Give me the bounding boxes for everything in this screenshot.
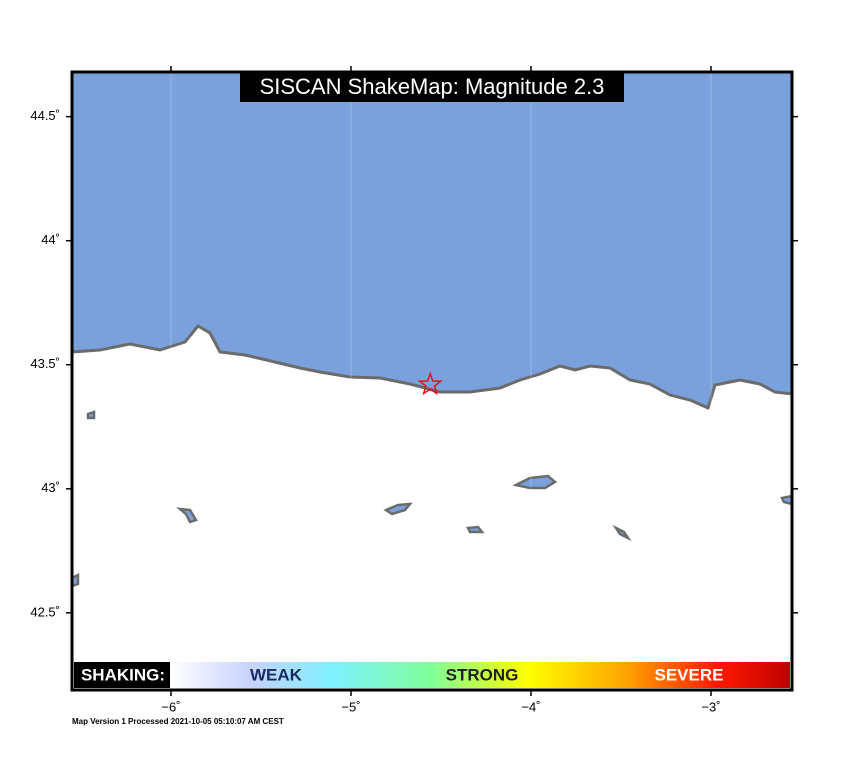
shaking-level: WEAK [250, 665, 303, 684]
shaking-level: SEVERE [655, 665, 724, 684]
title-background [240, 72, 624, 102]
map-title: SISCAN ShakeMap: Magnitude 2.3 [260, 74, 605, 99]
x-tick-label: −6˚ [161, 699, 180, 714]
y-tick-label: 43˚ [41, 480, 60, 495]
shaking-scale [170, 662, 790, 688]
x-tick-label: −5˚ [341, 699, 360, 714]
y-tick-label: 43.5˚ [30, 356, 60, 371]
graticule [170, 72, 712, 660]
footer: Map Version 1 Processed 2021-10-05 05:10… [72, 717, 284, 726]
shaking-label: SHAKING: [81, 665, 165, 684]
y-tick-label: 42.5˚ [30, 604, 60, 619]
x-tick-label: −4˚ [521, 699, 540, 714]
sea [70, 70, 794, 411]
shaking-label-background [74, 662, 170, 688]
epicenter [417, 371, 443, 396]
y-tick-label: 44.5˚ [30, 108, 60, 123]
x-tick-label: −3˚ [701, 699, 720, 714]
y-tick-label: 44˚ [41, 232, 60, 247]
shaking-level: STRONG [446, 665, 519, 684]
